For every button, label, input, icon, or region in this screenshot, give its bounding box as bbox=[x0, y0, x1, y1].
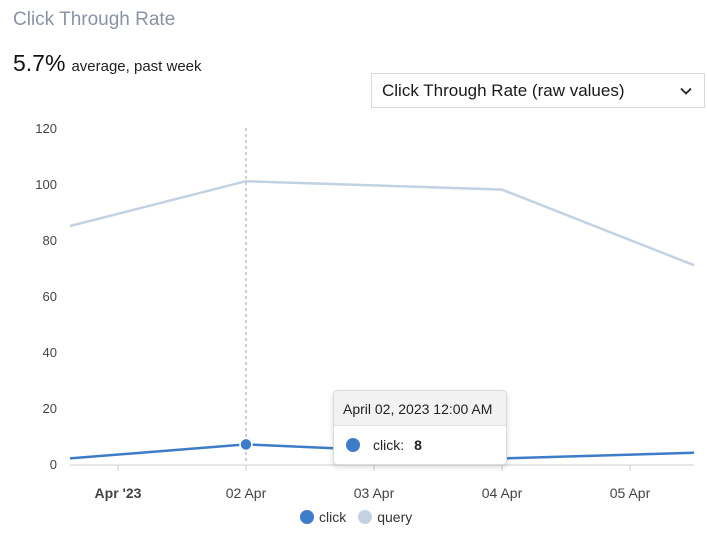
series-line-query bbox=[69, 179, 695, 267]
metric-select[interactable]: Click Through Rate (raw values) bbox=[371, 73, 705, 108]
legend-dot-query bbox=[358, 510, 373, 524]
legend-label-query: query bbox=[377, 509, 413, 525]
chevron-down-icon bbox=[680, 87, 692, 95]
chart-legend: click query bbox=[300, 509, 424, 525]
tooltip-series-label: click: bbox=[373, 437, 405, 453]
average-summary: 5.7% average, past week bbox=[13, 50, 202, 77]
tooltip-date: April 02, 2023 12:00 AM bbox=[334, 391, 506, 426]
chart-tooltip: April 02, 2023 12:00 AM click: 8 bbox=[333, 390, 507, 465]
legend-item-click[interactable]: click bbox=[300, 509, 346, 525]
x-tick-label: 03 Apr bbox=[354, 485, 395, 501]
average-value: 5.7% bbox=[13, 50, 66, 76]
hover-marker bbox=[239, 437, 253, 452]
y-tick-label: 0 bbox=[50, 457, 57, 472]
legend-dot-click bbox=[300, 510, 314, 524]
tooltip-series-dot bbox=[346, 438, 360, 452]
page-title: Click Through Rate bbox=[13, 9, 176, 30]
legend-item-query[interactable]: query bbox=[358, 509, 412, 525]
metric-select-value: Click Through Rate (raw values) bbox=[382, 80, 625, 100]
y-tick-label: 100 bbox=[35, 177, 57, 192]
x-tick-label: 02 Apr bbox=[226, 485, 267, 501]
y-tick-label: 40 bbox=[43, 345, 57, 360]
x-tick-label: 05 Apr bbox=[610, 485, 651, 501]
x-tick-label: Apr '23 bbox=[95, 485, 142, 501]
tooltip-value: 8 bbox=[414, 437, 422, 453]
y-tick-label: 80 bbox=[43, 233, 57, 248]
y-tick-label: 20 bbox=[43, 401, 57, 416]
y-tick-label: 120 bbox=[35, 121, 57, 136]
average-label: average, past week bbox=[71, 58, 202, 75]
y-tick-label: 60 bbox=[43, 289, 57, 304]
legend-label-click: click bbox=[319, 509, 347, 525]
tooltip-row: click: 8 bbox=[334, 426, 506, 453]
x-tick-label: 04 Apr bbox=[482, 485, 523, 501]
